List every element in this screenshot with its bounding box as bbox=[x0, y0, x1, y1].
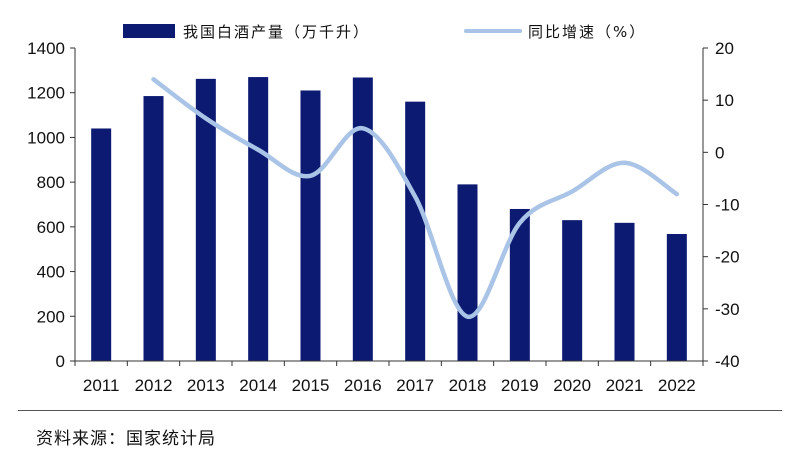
x-tick-label: 2011 bbox=[83, 376, 120, 395]
left-tick-label: 1000 bbox=[27, 128, 65, 147]
source-note: 资料来源：国家统计局 bbox=[36, 429, 216, 449]
x-tick-label: 2021 bbox=[606, 376, 644, 395]
left-tick-label: 600 bbox=[37, 218, 65, 237]
bar bbox=[91, 128, 112, 361]
x-tick-label: 2013 bbox=[187, 376, 225, 395]
x-tick-label: 2016 bbox=[344, 376, 382, 395]
right-tick-label: -20 bbox=[715, 248, 740, 267]
x-tick-label: 2018 bbox=[449, 376, 487, 395]
legend-swatch-bar bbox=[123, 24, 175, 38]
right-tick-label: 20 bbox=[715, 39, 734, 58]
left-tick-label: 400 bbox=[37, 263, 65, 282]
right-tick-label: -30 bbox=[715, 300, 740, 319]
x-tick-label: 2014 bbox=[239, 376, 277, 395]
x-axis: 2011 2012 2013 2014 2015 2016 2017 2018 2019 2020… bbox=[74, 360, 704, 395]
line-series bbox=[151, 77, 680, 319]
left-tick-label: 200 bbox=[37, 307, 65, 326]
left-tick-label: 1400 bbox=[27, 39, 65, 58]
bar bbox=[248, 77, 269, 362]
right-tick-label: 10 bbox=[715, 91, 734, 110]
left-tick-label: 800 bbox=[37, 173, 65, 192]
right-y-axis: -40 -30 -20 -10 0 10 20 bbox=[702, 39, 740, 371]
chart-canvas: 我国白酒产量（万千升） 同比增速（%） 02004006008001000120… bbox=[27, 23, 740, 395]
x-tick-label: 2020 bbox=[553, 376, 591, 395]
bar bbox=[143, 96, 164, 361]
x-tick-label: 2012 bbox=[135, 376, 173, 395]
x-tick-label: 2015 bbox=[292, 376, 330, 395]
bar bbox=[509, 208, 530, 361]
source-divider bbox=[18, 410, 782, 411]
bar bbox=[457, 184, 478, 361]
bar-series bbox=[91, 77, 687, 362]
x-tick-label: 2022 bbox=[658, 376, 696, 395]
bar bbox=[666, 234, 687, 361]
left-y-axis: 0 200 400 600 800 1000 1200 1400 bbox=[27, 39, 76, 371]
x-tick-label: 2017 bbox=[396, 376, 434, 395]
bar bbox=[562, 220, 583, 361]
bar bbox=[300, 90, 321, 361]
x-tick-label: 2019 bbox=[501, 376, 539, 395]
bar bbox=[352, 77, 373, 362]
growth-line bbox=[151, 77, 680, 319]
left-tick-label: 0 bbox=[56, 352, 65, 371]
bar bbox=[405, 101, 426, 362]
right-tick-label: -40 bbox=[715, 352, 740, 371]
left-tick-label: 1200 bbox=[27, 84, 65, 103]
right-tick-label: 0 bbox=[715, 143, 724, 162]
legend-label-bar: 我国白酒产量（万千升） bbox=[183, 23, 370, 41]
right-tick-label: -10 bbox=[715, 196, 740, 215]
legend-label-line: 同比增速（%） bbox=[528, 23, 646, 41]
bar bbox=[195, 78, 216, 362]
chart-legend: 我国白酒产量（万千升） 同比增速（%） bbox=[123, 23, 646, 41]
bar bbox=[614, 222, 635, 361]
